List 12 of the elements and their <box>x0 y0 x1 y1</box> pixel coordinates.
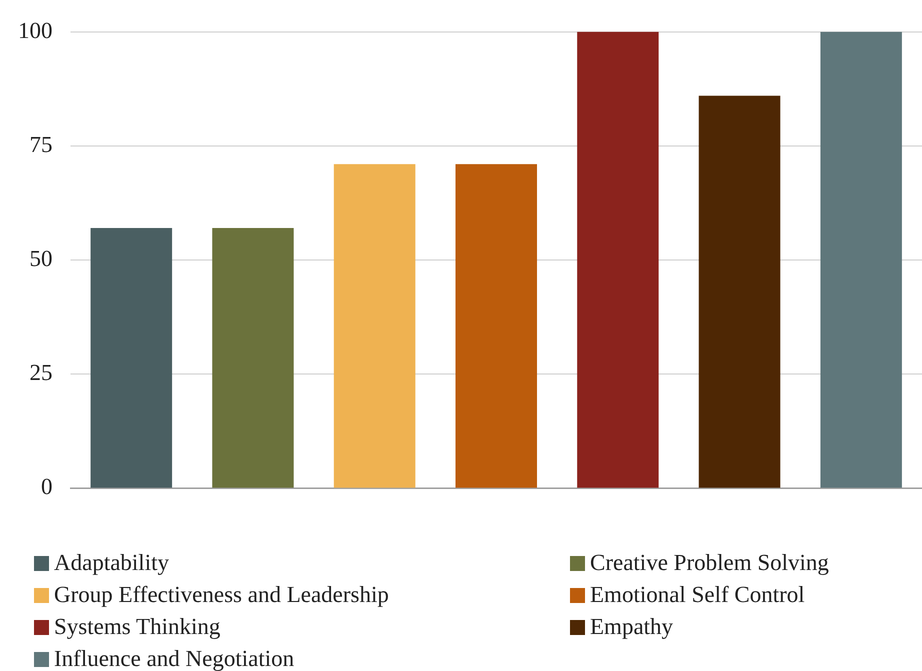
y-tick-label: 0 <box>41 474 52 500</box>
legend-label: Systems Thinking <box>54 614 220 640</box>
y-tick-label: 25 <box>30 360 52 386</box>
y-tick-label: 75 <box>30 132 52 157</box>
legend-label: Adaptability <box>54 550 169 576</box>
y-tick-label: 50 <box>30 246 52 272</box>
legend-label: Creative Problem Solving <box>590 550 829 576</box>
legend-label: Influence and Negotiation <box>54 646 294 671</box>
legend-label: Emotional Self Control <box>590 582 805 608</box>
y-tick-label: 100 <box>18 18 52 43</box>
legend-label: Group Effectiveness and Leadership <box>54 582 389 608</box>
legend-label: Empathy <box>590 614 674 640</box>
